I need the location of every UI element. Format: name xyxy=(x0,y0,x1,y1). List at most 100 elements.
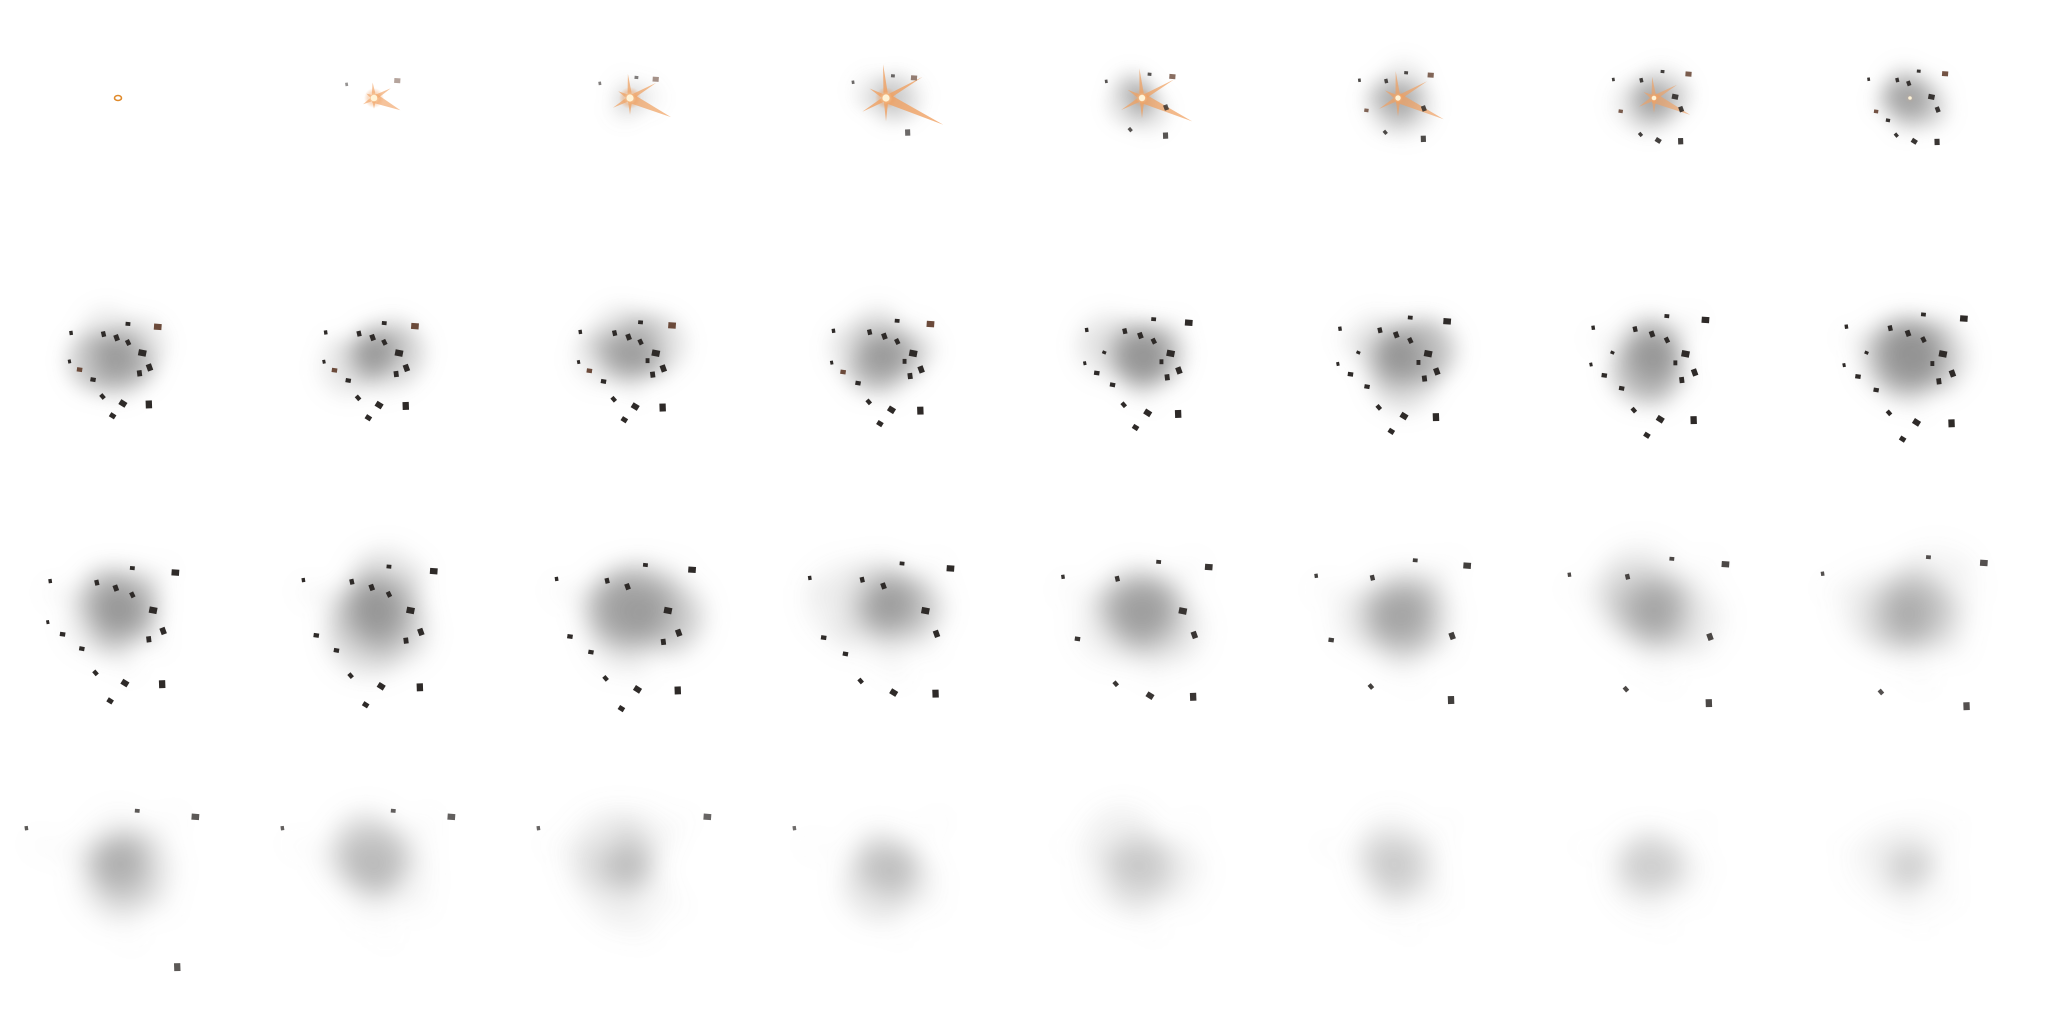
debris-group xyxy=(1314,558,1472,705)
flash-core xyxy=(370,94,378,102)
smoke-streak xyxy=(113,813,181,871)
debris-chunk xyxy=(1721,560,1730,568)
debris-chunk xyxy=(59,631,66,637)
smoke-streak xyxy=(369,565,427,615)
sprite-frame xyxy=(512,256,768,512)
explosion-frame-graphic xyxy=(829,304,937,428)
debris-group xyxy=(1082,317,1193,432)
smoke-cloud xyxy=(1059,802,1207,940)
debris-chunk xyxy=(567,634,573,640)
explosion-frame-graphic xyxy=(1567,542,1730,708)
sprite-frame xyxy=(256,512,512,768)
debris-chunk xyxy=(1618,385,1625,391)
debris-chunk xyxy=(1336,361,1340,367)
debris-chunk xyxy=(932,629,941,639)
debris-chunk xyxy=(659,403,666,412)
debris-chunk xyxy=(1357,78,1362,83)
smoke-streak xyxy=(1383,605,1403,671)
smoke-streak xyxy=(1393,605,1452,656)
smoke-streak xyxy=(1137,560,1200,615)
debris-chunk xyxy=(894,318,900,323)
debris-chunk xyxy=(1948,369,1957,378)
debris-chunk xyxy=(917,406,924,415)
debris-chunk xyxy=(1678,105,1685,113)
smoke-streak xyxy=(1131,349,1147,396)
debris-chunk xyxy=(1109,382,1116,388)
smoke-streak xyxy=(1337,334,1403,359)
debris-group xyxy=(1336,315,1452,435)
debris-chunk xyxy=(926,320,935,328)
smoke-streak xyxy=(625,861,686,913)
smoke-streak xyxy=(1137,816,1201,871)
debris-chunk xyxy=(1885,118,1891,123)
debris-chunk xyxy=(904,129,911,136)
smoke-streak xyxy=(113,861,175,915)
smoke-streak xyxy=(615,861,635,929)
debris-chunk xyxy=(946,565,955,572)
smoke-cloud xyxy=(1568,542,1725,687)
sprite-frame xyxy=(512,768,768,1024)
smoke-streak xyxy=(831,336,891,359)
debris-chunk xyxy=(390,808,396,813)
flash-core xyxy=(1138,94,1146,102)
smoke-streak xyxy=(1568,583,1659,615)
debris-chunk xyxy=(620,416,629,424)
debris-chunk xyxy=(703,813,712,821)
smoke-cloud xyxy=(1314,560,1457,685)
debris-chunk xyxy=(1369,574,1376,581)
smoke-streak xyxy=(1649,605,1709,657)
smoke-streak xyxy=(616,605,635,666)
debris-chunk xyxy=(1367,683,1375,690)
sprite-frame xyxy=(1536,0,1792,256)
smoke-streak xyxy=(359,861,379,930)
flash xyxy=(1905,93,1915,103)
debris-chunk xyxy=(1164,374,1170,381)
debris-chunk xyxy=(1127,126,1133,133)
debris-chunk xyxy=(361,701,370,709)
debris-chunk xyxy=(69,330,74,336)
explosion-frame-graphic xyxy=(1104,68,1193,139)
debris-chunk xyxy=(145,400,153,409)
debris-chunk xyxy=(1963,702,1970,711)
debris-chunk xyxy=(637,320,644,325)
debris-chunk xyxy=(1671,93,1679,100)
smoke-streak xyxy=(369,605,422,651)
debris-chunk xyxy=(865,398,873,406)
debris-chunk xyxy=(617,704,626,713)
debris-chunk xyxy=(1166,349,1176,358)
debris-chunk xyxy=(889,688,899,697)
debris-chunk xyxy=(356,330,362,337)
debris-chunk xyxy=(598,81,602,86)
smoke-streak xyxy=(881,562,943,615)
debris-chunk xyxy=(120,678,130,688)
smoke-cloud xyxy=(1844,314,1969,413)
debris-chunk xyxy=(134,808,140,813)
debris-chunk xyxy=(301,577,306,583)
debris-chunk xyxy=(1432,413,1440,422)
debris-chunk xyxy=(1184,319,1193,327)
debris-chunk xyxy=(659,364,668,373)
debris-chunk xyxy=(393,370,399,378)
smoke-streak xyxy=(113,605,164,650)
debris-chunk xyxy=(807,575,812,581)
debris-chunk xyxy=(333,647,340,653)
debris-chunk xyxy=(1648,330,1656,338)
smoke-streak xyxy=(801,840,891,871)
debris-chunk xyxy=(1074,636,1081,642)
smoke-streak xyxy=(286,839,379,871)
debris-chunk xyxy=(907,372,913,380)
debris-chunk xyxy=(1567,572,1572,578)
smoke-streak xyxy=(619,349,635,393)
debris-chunk xyxy=(1433,367,1441,376)
debris-chunk xyxy=(381,320,387,326)
debris-chunk xyxy=(1639,77,1644,83)
explosion-frame-graphic xyxy=(1077,314,1193,432)
debris-chunk xyxy=(1150,337,1157,345)
debris-chunk xyxy=(76,367,83,373)
debris-chunk xyxy=(429,567,438,575)
explosion-frame-graphic xyxy=(805,558,955,698)
debris-chunk xyxy=(1084,327,1089,333)
flash xyxy=(619,87,641,109)
debris-group xyxy=(301,564,438,709)
sprite-frame xyxy=(256,0,512,256)
